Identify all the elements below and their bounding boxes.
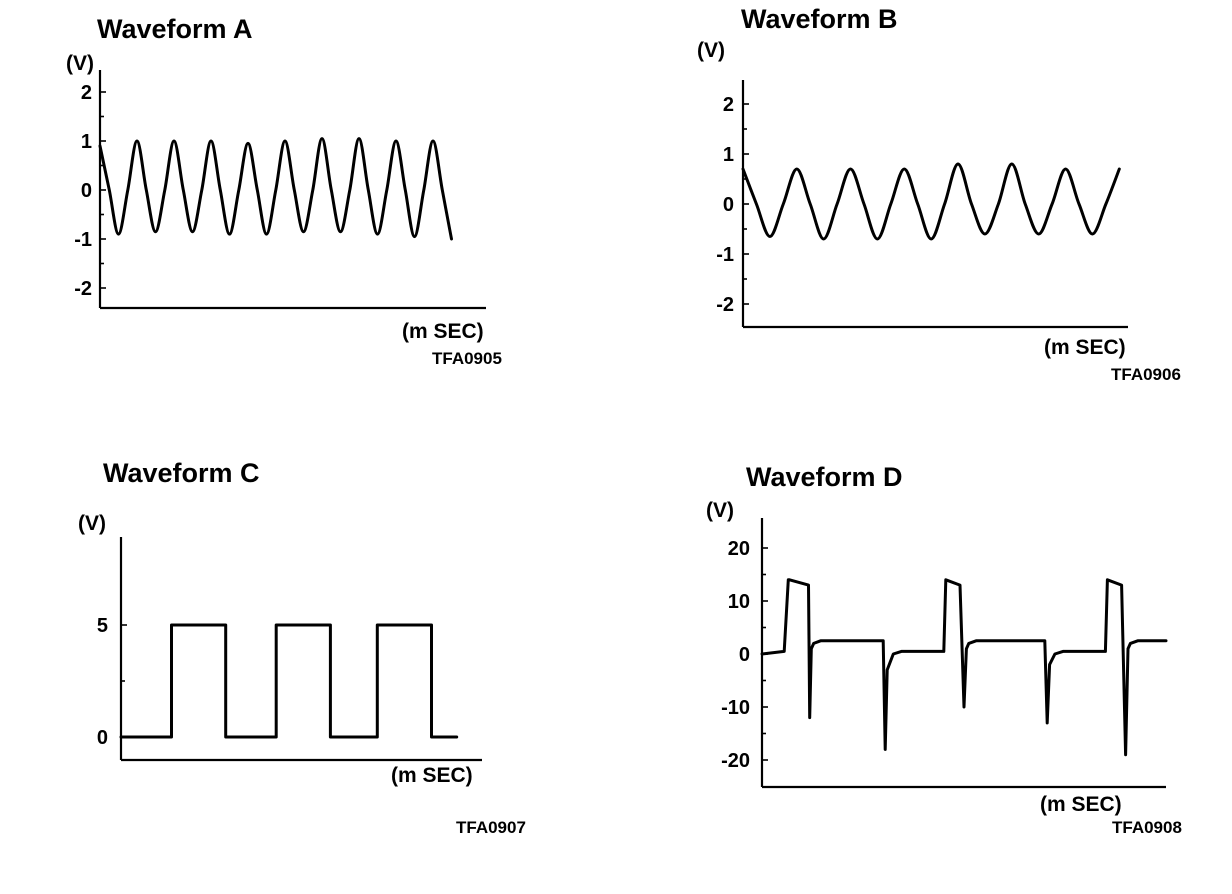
waveform-d-y-tick-label: 10 <box>728 591 750 613</box>
waveform-a-trace <box>98 137 453 241</box>
waveform-d-y-tick-label: 20 <box>728 538 750 560</box>
waveform-b-y-tick-label: 1 <box>723 144 734 166</box>
waveform-b-y-tick-label: 0 <box>723 194 734 216</box>
waveform-b-y-tick-label: 2 <box>723 94 734 116</box>
waveform-b-y-tick-label: -2 <box>716 294 734 316</box>
waveform-c-title: Waveform C <box>103 458 260 488</box>
waveform-a-y-tick-label: 0 <box>81 180 92 202</box>
waveform-c-y-axis-label: (V) <box>78 512 106 535</box>
waveform-a-y-tick-label: -1 <box>74 229 92 251</box>
waveform-d-x-axis-label: (m SEC) <box>1040 793 1122 816</box>
waveform-a-panel: Waveform A(V) (m SEC) TFA0905 2 1 0 -1 -2 <box>66 14 502 368</box>
waveform-b-figure-code: TFA0906 <box>1111 365 1181 384</box>
waveform-a-y-axis-label: (V) <box>66 52 94 75</box>
waveform-c-trace <box>119 623 459 739</box>
waveform-a-y-tick-label: 2 <box>81 82 92 104</box>
waveform-b-x-axis-label: (m SEC) <box>1044 336 1126 359</box>
waveform-c-panel: Waveform C (V) (m SEC) TFA0907 5 0 <box>78 458 526 837</box>
waveform-c-y-tick-label: 0 <box>97 727 108 749</box>
waveform-d-title: Waveform D <box>746 462 903 492</box>
waveform-a-figure-code: TFA0905 <box>432 349 502 368</box>
waveform-b-panel: Waveform B (V) (m SEC) TFA0906 2 1 0 -1 -2 <box>697 4 1181 384</box>
waveform-a-y-tick-label: 1 <box>81 131 92 153</box>
waveform-d-y-axis-label: (V) <box>706 499 734 522</box>
waveform-c-x-axis-label: (m SEC) <box>391 764 473 787</box>
waveform-d-y-tick-label: -10 <box>721 697 750 719</box>
waveform-b-y-axis-label: (V) <box>697 39 725 62</box>
waveform-a-y-tick-label: -2 <box>74 278 92 300</box>
waveform-d-y-tick-label: -20 <box>721 750 750 772</box>
waveform-c-y-tick-label: 5 <box>97 615 108 637</box>
waveform-a-x-axis-label: (m SEC) <box>402 320 484 343</box>
waveform-d-panel: Waveform D (V) (m SEC) TFA0908 20 10 0 -10 -20 <box>706 462 1182 837</box>
waveform-c-figure-code: TFA0907 <box>456 818 526 837</box>
waveform-a-title: Waveform A <box>97 14 253 44</box>
waveform-b-y-tick-label: -1 <box>716 244 734 266</box>
waveform-d-y-tick-label: 0 <box>739 644 750 666</box>
waveform-b-trace <box>741 162 1121 241</box>
waveform-d-trace <box>760 578 1168 757</box>
waveform-b-title: Waveform B <box>741 4 898 34</box>
waveform-d-figure-code: TFA0908 <box>1112 818 1182 837</box>
